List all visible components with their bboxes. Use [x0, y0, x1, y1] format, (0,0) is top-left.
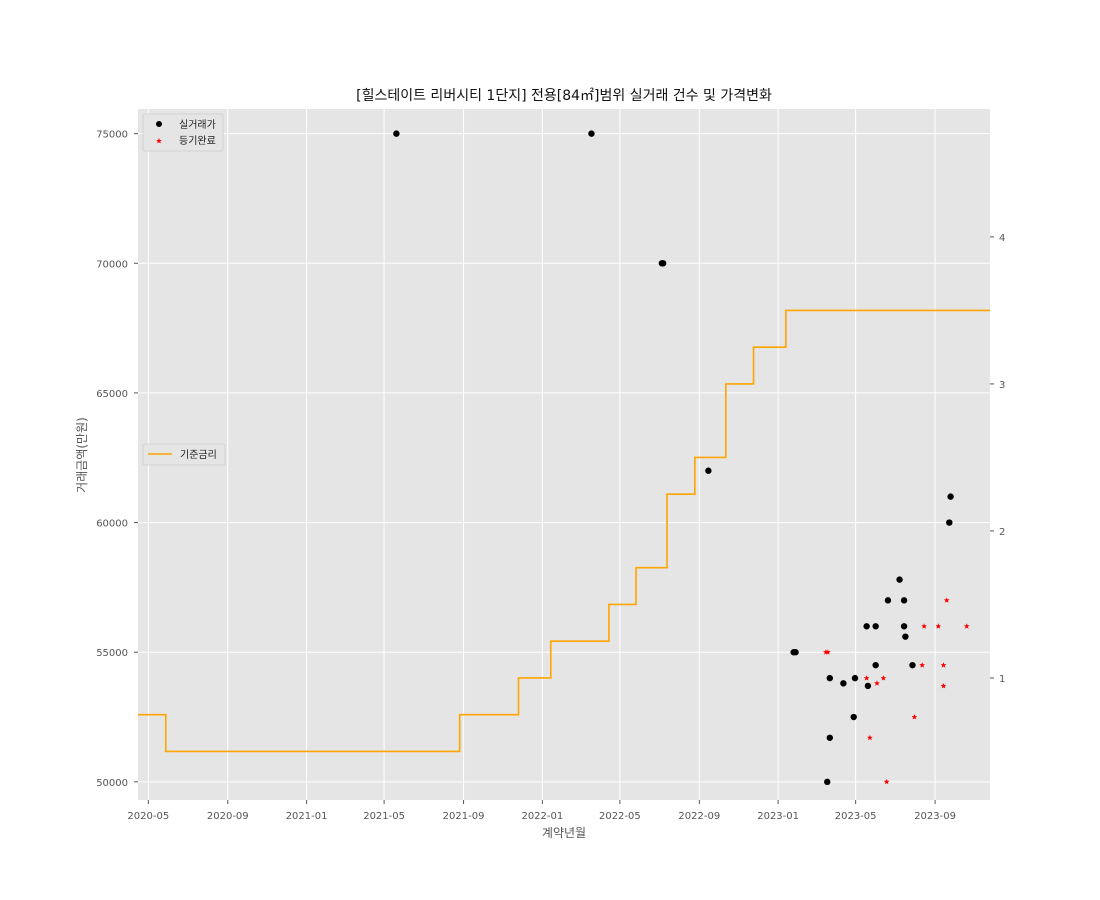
y-tick-label: 50000: [96, 778, 128, 789]
legend-price-label: 실거래가: [179, 119, 216, 131]
x-tick-label: 2022-01: [521, 811, 563, 822]
registered-point: [940, 682, 947, 689]
price-point: [792, 649, 799, 656]
price-point: [872, 661, 879, 669]
rate-series: [138, 309, 990, 753]
price-point: [900, 597, 908, 604]
price-point: [826, 734, 834, 741]
price-point: [851, 674, 859, 682]
legend-price-marker: [156, 121, 162, 127]
y2-tick-label: 1: [999, 674, 1005, 685]
price-point: [902, 633, 909, 640]
y2-tick-label: 2: [999, 527, 1005, 538]
legend-mid: 기준금리: [142, 443, 226, 466]
registered-point: [963, 623, 970, 629]
price-point: [872, 623, 879, 630]
x-axis-label: 계약년월: [542, 825, 586, 840]
price-point: [824, 778, 831, 786]
legend-mid-box: [142, 443, 226, 466]
price-point: [896, 576, 903, 583]
y-tick-label: 55000: [96, 648, 128, 659]
price-point: [705, 467, 712, 474]
price-point: [850, 713, 857, 721]
x-axis-ticks: 2020-05 2020-09 2021-01 2021-05 2021-09 2022-…: [127, 800, 956, 822]
x-tick-label: 2021-01: [286, 811, 328, 822]
registered-point: [825, 649, 831, 655]
registered-point: [874, 680, 880, 686]
plot-area: [138, 109, 990, 800]
registered-point: [883, 778, 890, 785]
y-tick-label: 70000: [96, 259, 128, 270]
registered-point: [921, 623, 927, 629]
y2-tick-label: 3: [999, 380, 1005, 391]
price-point: [863, 623, 870, 630]
y2-tick-label: 4: [999, 233, 1005, 244]
x-tick-label: 2022-09: [678, 811, 720, 822]
y-tick-label: 60000: [96, 519, 128, 530]
legend-registered-label: 등기완료: [179, 135, 216, 147]
registered-point: [940, 662, 947, 668]
y-tick-label: 75000: [96, 130, 128, 141]
price-point: [864, 682, 872, 690]
price-point: [393, 130, 400, 137]
registered-point: [880, 675, 887, 681]
y-tick-label: 65000: [96, 389, 128, 400]
registered-point: [867, 734, 873, 741]
price-point: [840, 680, 847, 687]
price-point: [659, 260, 667, 267]
price-point: [588, 130, 595, 137]
x-tick-label: 2021-05: [363, 811, 405, 822]
registered-point: [919, 662, 926, 668]
x-tick-label: 2020-05: [127, 811, 169, 822]
legend-rate-label: 기준금리: [180, 449, 217, 461]
y-axis-label: 거래금액(만원): [75, 417, 89, 493]
price-point: [946, 519, 953, 526]
x-tick-label: 2023-09: [914, 811, 956, 822]
price-point: [884, 597, 892, 604]
legend-registered-marker: [156, 138, 162, 144]
legend-top-box: [142, 113, 224, 152]
registered-point: [935, 623, 942, 629]
registered-series: [823, 597, 970, 785]
price-point: [947, 493, 954, 500]
price-point: [826, 674, 834, 682]
y2-axis-ticks: 1 2 3 4: [990, 233, 1005, 685]
price-point: [900, 623, 908, 630]
x-tick-label: 2023-05: [835, 811, 877, 822]
x-tick-label: 2021-09: [443, 811, 485, 822]
registered-point: [863, 675, 870, 681]
registered-point: [911, 714, 918, 720]
price-series: [393, 130, 954, 786]
y-axis-ticks: 50000 55000 60000 65000 70000 75000: [96, 130, 138, 789]
rate-step-line: [138, 309, 990, 753]
legend-top: 실거래가 등기완료: [142, 113, 224, 152]
x-tick-label: 2023-01: [757, 811, 799, 822]
registered-point: [943, 597, 950, 603]
chart-title: [힐스테이트 리버시티 1단지] 전용[84㎡]범위 실거래 건수 및 가격변화: [356, 88, 772, 104]
grid-lines: [138, 109, 990, 800]
price-point: [909, 661, 916, 669]
x-tick-label: 2020-09: [207, 811, 249, 822]
x-tick-label: 2022-05: [599, 811, 641, 822]
